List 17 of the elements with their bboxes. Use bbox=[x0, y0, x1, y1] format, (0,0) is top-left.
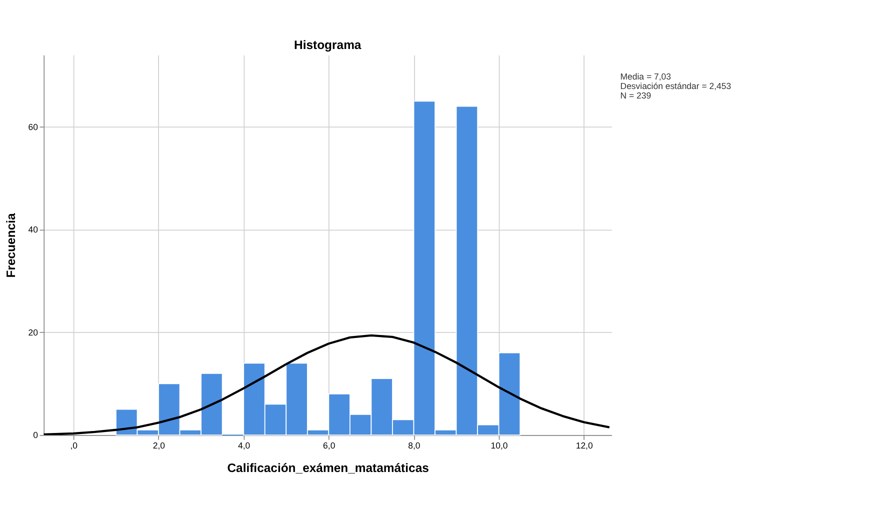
chart-title: Histograma bbox=[294, 38, 362, 52]
y-tick-label: 20 bbox=[28, 327, 38, 338]
y-tick-label: 40 bbox=[28, 224, 38, 235]
y-tick-label: 0 bbox=[33, 430, 38, 440]
x-tick-label: 6,0 bbox=[323, 440, 336, 451]
text: Media = 7,03 bbox=[620, 71, 672, 82]
x-tick-label: 8,0 bbox=[408, 440, 420, 451]
x-tick-label: 10,0 bbox=[490, 440, 508, 451]
x-axis-title: Calificación_exámen_matamáticas bbox=[227, 461, 430, 476]
text: Desviación estándar = 2,453 bbox=[620, 81, 732, 92]
x-tick-label: 12,0 bbox=[576, 440, 593, 451]
y-tick-label: 60 bbox=[28, 122, 38, 132]
x-tick-label: 4,0 bbox=[238, 440, 250, 451]
text: N = 239 bbox=[620, 90, 652, 101]
x-tick-label: ,0 bbox=[70, 440, 78, 451]
y-axis-title: Frecuencia bbox=[4, 212, 18, 278]
x-tick-label: 2,0 bbox=[152, 440, 166, 451]
